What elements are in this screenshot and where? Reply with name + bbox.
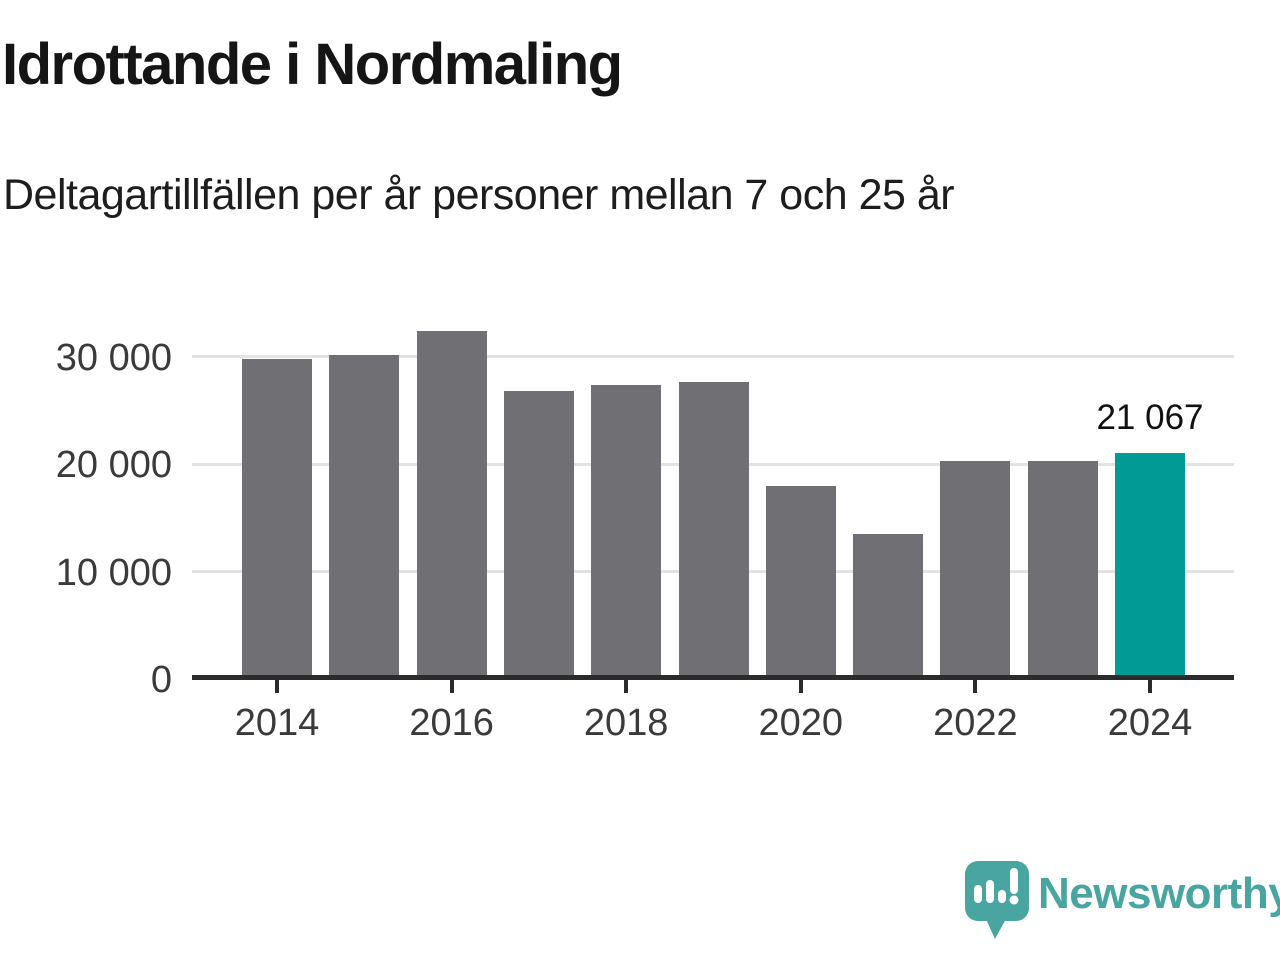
y-axis-label-30000: 30 000 (55, 336, 172, 379)
bar-2020 (765, 485, 836, 679)
bar-2022 (940, 460, 1011, 679)
x-tick-2022 (973, 680, 978, 693)
bar-2017 (503, 390, 574, 679)
chart-title: Idrottande i Nordmaling (2, 32, 623, 97)
chart-subtitle: Deltagartillfällen per år personer mella… (3, 171, 955, 219)
bar-2015 (329, 355, 400, 679)
brand-name: Newsworthy (1038, 869, 1280, 918)
bar-2021 (853, 533, 924, 679)
x-axis-label-2014: 2014 (234, 702, 320, 744)
bar-2019 (678, 382, 749, 679)
highlight-value-label: 21 067 (1096, 398, 1204, 437)
y-axis-label-10000: 10 000 (55, 551, 172, 594)
x-tick-2014 (275, 680, 279, 693)
plot-area: 21 067 0 10 000 20 000 30 000 2014 2016 2018 20… (55, 330, 1234, 744)
x-axis-line (192, 675, 1234, 680)
x-axis-label-2018: 2018 (583, 702, 669, 744)
bar-2023 (1027, 460, 1098, 679)
x-tick-2024 (1148, 680, 1152, 693)
x-axis-label-2022: 2022 (933, 702, 1018, 744)
x-axis-label-2016: 2016 (409, 702, 494, 744)
bar-2018 (591, 384, 662, 679)
newsworthy-bubble-chart-icon (965, 861, 1029, 939)
x-axis-label-2024: 2024 (1107, 702, 1193, 744)
y-axis-label-20000: 20 000 (55, 444, 172, 486)
x-tick-2020 (798, 680, 803, 693)
x-tick-2018 (624, 680, 629, 693)
gridline-30000 (192, 355, 1234, 358)
x-axis-label-2020: 2020 (758, 702, 844, 744)
newsworthy-logo: Newsworthy (960, 856, 1280, 946)
y-axis-label-0: 0 (150, 659, 172, 701)
bar-2024 (1115, 452, 1185, 679)
x-tick-2016 (449, 680, 454, 693)
bar-2016 (416, 330, 487, 679)
bar-2014 (242, 358, 312, 679)
